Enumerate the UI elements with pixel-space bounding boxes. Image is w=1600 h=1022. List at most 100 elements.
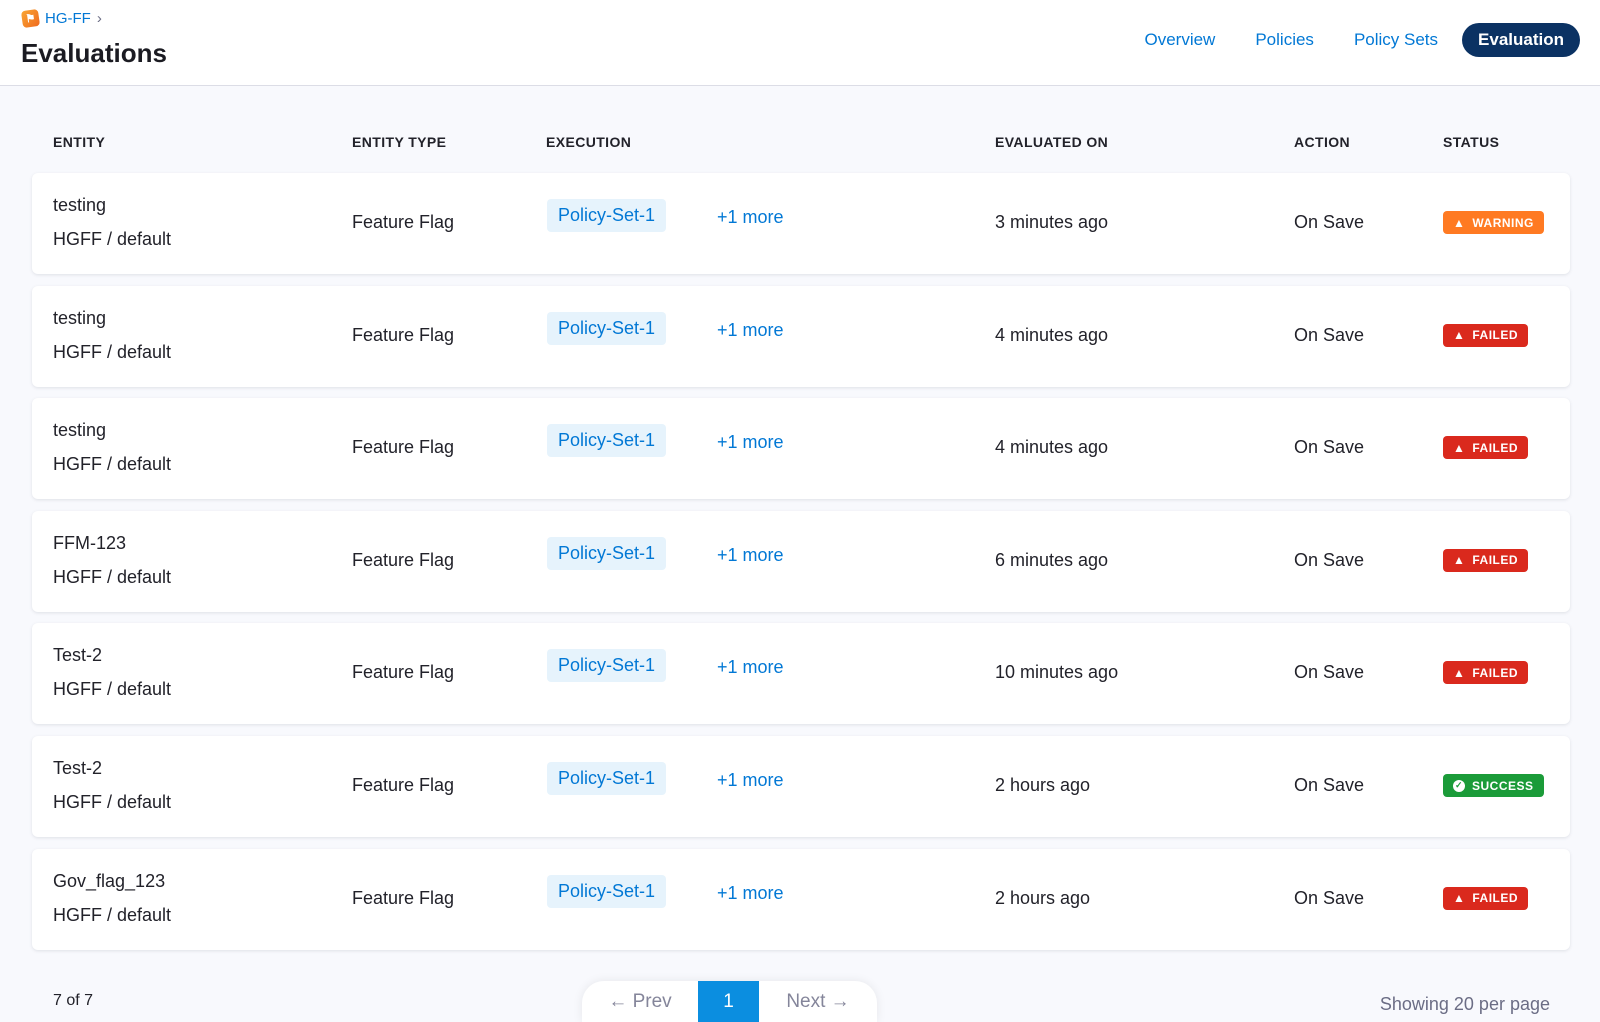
breadcrumb: ⚑ HG-FF › [20, 8, 102, 29]
entity-scope: HGFF / default [53, 229, 172, 249]
warning-triangle-icon: ▲ [1453, 891, 1466, 906]
column-header-evaluated-on[interactable]: EVALUATED ON [995, 134, 1109, 150]
status-label: FAILED [1472, 328, 1519, 343]
column-header-entity[interactable]: ENTITY [53, 134, 106, 150]
entity-scope: HGFF / default [53, 904, 172, 925]
action: On Save [1294, 549, 1365, 570]
table-row[interactable]: Test-2 HGFF / default Feature Flag Polic… [32, 623, 1570, 725]
warning-triangle-icon: ▲ [1453, 553, 1466, 568]
feature-flag-logo-icon: ⚑ [20, 8, 41, 29]
more-policies-link[interactable]: +1 more [717, 770, 784, 790]
status-label: FAILED [1472, 553, 1519, 568]
status-badge: ✓ SUCCESS [1443, 774, 1544, 797]
prev-page-button[interactable]: ← Prev [608, 990, 672, 1012]
policy-set-link[interactable]: Policy-Set-1 [547, 424, 667, 458]
column-header-action[interactable]: ACTION [1294, 134, 1351, 150]
status-label: SUCCESS [1472, 778, 1534, 793]
warning-triangle-icon: ▲ [1453, 665, 1466, 680]
entity-scope: HGFF / default [53, 679, 172, 700]
more-policies-link[interactable]: +1 more [717, 657, 784, 678]
warning-triangle-icon: ▲ [1453, 440, 1466, 455]
entity-type: Feature Flag [352, 212, 455, 232]
policy-set-link[interactable]: Policy-Set-1 [547, 762, 667, 795]
check-circle-icon: ✓ [1453, 779, 1465, 792]
column-header-status[interactable]: STATUS [1443, 134, 1500, 150]
more-policies-link[interactable]: +1 more [717, 882, 784, 903]
entity-type: Feature Flag [352, 324, 455, 345]
entity-name: Gov_flag_123 [53, 870, 166, 891]
tab-overview[interactable]: Overview [1144, 30, 1216, 49]
table-row[interactable]: testing HGFF / default Feature Flag Poli… [32, 398, 1570, 500]
status-badge: ▲ FAILED [1443, 661, 1529, 685]
evaluated-on: 6 minutes ago [995, 549, 1109, 570]
entity-scope: HGFF / default [53, 566, 172, 587]
pagination: ← Prev 1 Next → [582, 981, 877, 1022]
table-row[interactable]: testing HGFF / default Feature Flag Poli… [32, 173, 1570, 274]
action: On Save [1294, 324, 1365, 345]
policy-set-link[interactable]: Policy-Set-1 [547, 536, 667, 570]
status-label: FAILED [1472, 891, 1519, 906]
evaluated-on: 4 minutes ago [995, 437, 1109, 458]
action: On Save [1294, 662, 1365, 683]
evaluated-on: 4 minutes ago [995, 324, 1109, 345]
table-row[interactable]: Test-2 HGFF / default Feature Flag Polic… [32, 736, 1570, 837]
entity-name: testing [53, 420, 107, 441]
status-badge: ▲ FAILED [1443, 886, 1529, 910]
tab-policies[interactable]: Policies [1255, 30, 1314, 49]
action: On Save [1294, 775, 1365, 795]
tab-policy-sets[interactable]: Policy Sets [1353, 30, 1439, 49]
action: On Save [1294, 887, 1365, 908]
entity-type: Feature Flag [352, 549, 455, 570]
status-badge: ▲ FAILED [1443, 323, 1529, 347]
entity-type: Feature Flag [352, 887, 455, 908]
action: On Save [1294, 212, 1365, 232]
status-badge: ▲ FAILED [1443, 548, 1529, 572]
page-title: Evaluations [21, 38, 167, 68]
entity-scope: HGFF / default [53, 341, 172, 362]
result-count: 7 of 7 [53, 992, 94, 1009]
action: On Save [1294, 437, 1365, 458]
policy-set-link[interactable]: Policy-Set-1 [547, 311, 667, 345]
table-row[interactable]: testing HGFF / default Feature Flag Poli… [32, 285, 1570, 387]
next-page-button[interactable]: Next → [786, 990, 850, 1012]
entity-type: Feature Flag [352, 437, 455, 458]
status-label: WARNING [1472, 215, 1534, 230]
entity-scope: HGFF / default [53, 454, 172, 475]
warning-triangle-icon: ▲ [1453, 328, 1466, 343]
warning-triangle-icon: ▲ [1453, 215, 1466, 230]
policy-set-link[interactable]: Policy-Set-1 [547, 649, 667, 683]
evaluated-on: 2 hours ago [995, 887, 1091, 908]
policy-set-link[interactable]: Policy-Set-1 [547, 874, 667, 908]
more-policies-link[interactable]: +1 more [717, 432, 784, 453]
entity-name: testing [53, 195, 107, 215]
more-policies-link[interactable]: +1 more [717, 544, 784, 565]
page-header: ⚑ HG-FF › Evaluations Overview Policies … [0, 0, 1600, 86]
entity-scope: HGFF / default [53, 792, 172, 812]
entity-type: Feature Flag [352, 662, 455, 683]
status-label: FAILED [1472, 665, 1519, 680]
column-header-entity-type[interactable]: ENTITY TYPE [352, 134, 447, 150]
column-header-execution: EXECUTION [546, 134, 632, 150]
more-policies-link[interactable]: +1 more [717, 319, 784, 340]
policy-set-link[interactable]: Policy-Set-1 [547, 199, 667, 232]
tab-evaluation[interactable]: Evaluation [1462, 23, 1580, 57]
status-badge: ▲ WARNING [1443, 211, 1544, 234]
table-row[interactable]: FFM-123 HGFF / default Feature Flag Poli… [32, 510, 1570, 612]
evaluated-on: 10 minutes ago [995, 662, 1119, 683]
evaluated-on: 3 minutes ago [995, 212, 1109, 232]
breadcrumb-project-link[interactable]: HG-FF [45, 10, 91, 27]
page-1-button[interactable]: 1 [698, 981, 759, 1022]
more-policies-link[interactable]: +1 more [717, 207, 784, 227]
per-page-info: Showing 20 per page [1379, 994, 1550, 1014]
entity-name: Test-2 [53, 758, 103, 778]
chevron-right-icon: › [96, 10, 102, 27]
status-label: FAILED [1472, 440, 1519, 455]
entity-name: FFM-123 [53, 532, 127, 553]
entity-name: Test-2 [53, 645, 103, 666]
table-row[interactable]: Gov_flag_123 HGFF / default Feature Flag… [32, 848, 1570, 950]
evaluated-on: 2 hours ago [995, 775, 1091, 795]
status-badge: ▲ FAILED [1443, 436, 1529, 460]
entity-type: Feature Flag [352, 775, 455, 795]
tab-nav: Overview Policies Policy Sets Evaluation [1128, 23, 1580, 57]
entity-name: testing [53, 307, 107, 328]
